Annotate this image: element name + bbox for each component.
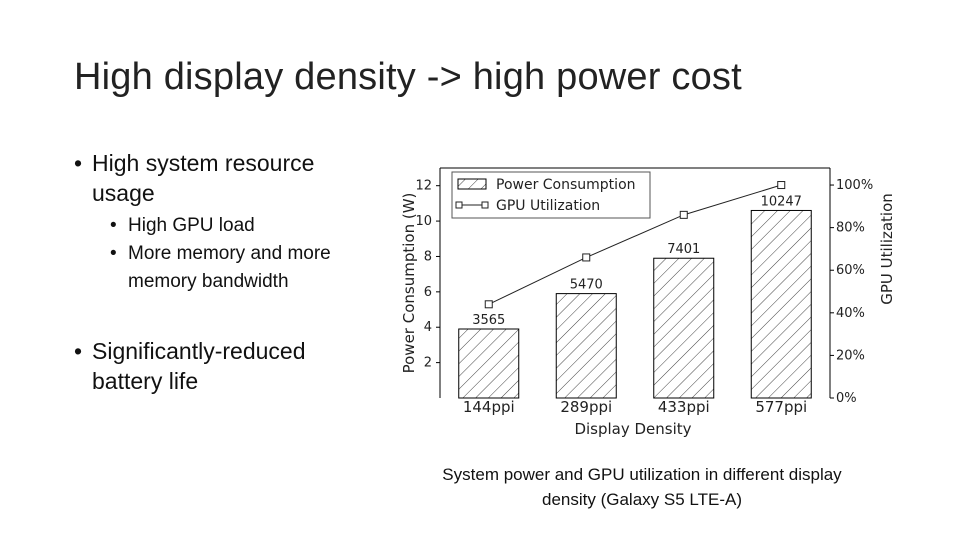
line-marker bbox=[582, 253, 591, 262]
y-tick-label: 6 bbox=[424, 285, 432, 300]
sub-bullet-text: High GPU load bbox=[128, 215, 255, 236]
x-tick-label: 433ppi bbox=[658, 398, 710, 416]
y2-tick-label: 60% bbox=[836, 263, 865, 278]
legend-label: GPU Utilization bbox=[496, 198, 600, 214]
line-marker bbox=[679, 210, 688, 219]
sub-bullet-item: • More memory and more memory bandwidth bbox=[110, 240, 374, 296]
bar-value-label: 3565 bbox=[472, 313, 505, 328]
legend-marker bbox=[481, 201, 489, 209]
y-tick-label: 2 bbox=[424, 356, 432, 371]
bar bbox=[458, 328, 520, 399]
bar-value-label: 7401 bbox=[667, 242, 700, 257]
bullet-dot: • bbox=[110, 215, 117, 236]
power-gpu-chart: 2 4 6 8 10 12 0% 20% 40% 60% 80% 100% Power Consumpt… bbox=[395, 160, 915, 450]
y-tick-label: 10 bbox=[415, 214, 432, 229]
y2-tick-label: 100% bbox=[836, 178, 873, 193]
bullet-item: • Significantly-reduced battery life bbox=[74, 336, 374, 396]
figure-caption: System power and GPU utilization in diff… bbox=[442, 465, 842, 509]
y2-tick-label: 20% bbox=[836, 348, 865, 363]
gpu-utilization-line bbox=[488, 184, 782, 305]
y2-tick-label: 0% bbox=[836, 391, 857, 406]
bullet-dot: • bbox=[74, 338, 83, 364]
bullet-list: • High system resource usage • High GPU lo… bbox=[74, 148, 374, 396]
bar bbox=[750, 209, 812, 399]
x-tick-label: 289ppi bbox=[560, 398, 612, 416]
legend-label: Power Consumption bbox=[496, 177, 636, 193]
bar bbox=[653, 257, 715, 399]
legend-marker bbox=[455, 201, 463, 209]
y2-axis-title: GPU Utilization bbox=[878, 193, 896, 305]
y-axis-title: Power Consumption (W) bbox=[400, 193, 418, 374]
sub-bullet-item: • High GPU load bbox=[110, 212, 374, 240]
bullet-text: Significantly-reduced battery life bbox=[92, 338, 306, 394]
x-tick-label: 144ppi bbox=[463, 398, 515, 416]
bullet-text: High system resource usage bbox=[92, 150, 315, 206]
chart-svg: 2 4 6 8 10 12 0% 20% 40% 60% 80% 100% Power Consumpt… bbox=[400, 167, 896, 438]
bar bbox=[555, 293, 617, 399]
x-tick-label: 577ppi bbox=[755, 398, 807, 416]
line-marker bbox=[484, 300, 493, 309]
y2-tick-label: 40% bbox=[836, 306, 865, 321]
bullet-dot: • bbox=[74, 150, 83, 176]
slide-title: High display density -> high power cost bbox=[74, 56, 742, 98]
y-tick-label: 8 bbox=[424, 249, 432, 264]
bullet-dot: • bbox=[110, 243, 117, 264]
y-tick-label: 12 bbox=[415, 179, 432, 194]
x-axis-title: Display Density bbox=[574, 420, 691, 438]
bullet-item: • High system resource usage bbox=[74, 148, 374, 208]
y-tick-label: 4 bbox=[424, 320, 432, 335]
legend-swatch-bar bbox=[457, 178, 487, 190]
y2-tick-label: 80% bbox=[836, 221, 865, 236]
bar-value-label: 5470 bbox=[570, 278, 603, 293]
bar-value-label: 10247 bbox=[761, 194, 802, 209]
line-marker bbox=[777, 181, 786, 190]
sub-bullet-text: More memory and more memory bandwidth bbox=[128, 243, 331, 292]
